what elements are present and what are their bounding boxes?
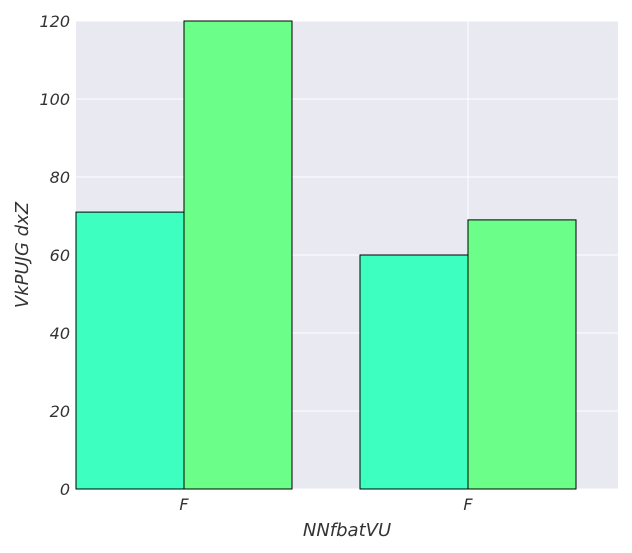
bar-series-1-cat-1 xyxy=(75,211,185,490)
x-tick-label: F xyxy=(179,495,189,514)
y-tick-label: 100 xyxy=(39,90,70,109)
x-tick-label: F xyxy=(463,495,473,514)
y-tick-label: 80 xyxy=(50,168,70,187)
bar-series-2-cat-2 xyxy=(467,219,577,490)
y-axis-label: VkPUJG dxZ xyxy=(12,201,33,308)
y-tick-label: 40 xyxy=(50,324,70,343)
y-tick-label: 0 xyxy=(60,480,70,499)
bar-series-2-cat-1 xyxy=(183,20,293,490)
y-tick-labels: 0 20 40 60 80 100 120 xyxy=(39,12,70,499)
y-tick-label: 60 xyxy=(50,246,70,265)
y-tick-label: 120 xyxy=(39,12,70,31)
y-tick-label: 20 xyxy=(50,402,70,421)
x-axis-label: NNfbatVU xyxy=(303,520,391,541)
bar-series-1-cat-2 xyxy=(359,254,469,490)
bars xyxy=(75,20,577,490)
